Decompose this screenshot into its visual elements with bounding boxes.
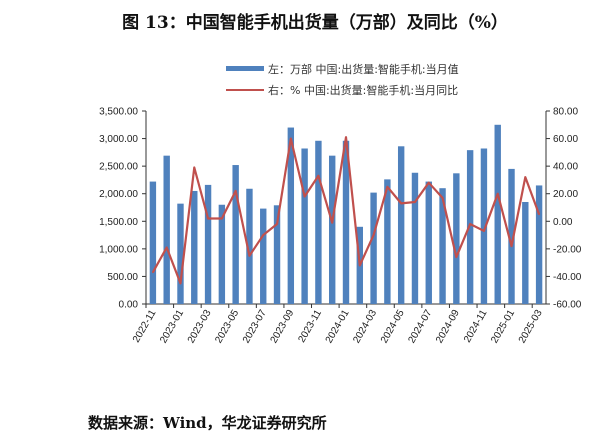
bar-2023-11 bbox=[315, 140, 322, 304]
yoy-point-2024-04 bbox=[386, 186, 389, 188]
x-tick-label: 2023-11 bbox=[297, 308, 325, 345]
yoy-point-2024-08 bbox=[441, 197, 444, 199]
x-tick-label: 2024-01 bbox=[324, 308, 352, 346]
left-tick-label: 500.00 bbox=[107, 272, 138, 283]
yoy-point-2024-11 bbox=[483, 230, 485, 232]
yoy-point-2022-12 bbox=[165, 246, 168, 249]
bar-2022-12 bbox=[163, 155, 170, 304]
bar-2024-03 bbox=[370, 192, 377, 304]
right-tick-label: -60.00 bbox=[553, 300, 582, 311]
bar-2024-06 bbox=[411, 172, 419, 304]
bar-2025-02 bbox=[522, 201, 529, 304]
yoy-point-2022-11 bbox=[152, 271, 154, 274]
bar-2023-01 bbox=[177, 203, 184, 304]
x-tick-label: 2024-07 bbox=[406, 308, 434, 346]
bar-2023-07 bbox=[260, 208, 267, 304]
bar-2024-12 bbox=[494, 124, 501, 305]
x-tick-label: 2022-11 bbox=[131, 308, 159, 345]
source-note: 数据来源：Wind，华龙证券研究所 bbox=[88, 414, 327, 432]
bar-2025-03 bbox=[535, 185, 543, 304]
x-tick-label: 2025-01 bbox=[489, 308, 517, 346]
bar-2025-01 bbox=[508, 168, 515, 304]
left-tick-label: 0.00 bbox=[119, 300, 139, 311]
bar-2024-04 bbox=[384, 179, 391, 304]
yoy-point-2024-09 bbox=[455, 256, 458, 258]
left-tick-label: 2,500.00 bbox=[99, 162, 138, 173]
x-tick-label: 2023-05 bbox=[213, 308, 241, 346]
x-tick-label: 2023-07 bbox=[241, 308, 269, 346]
yoy-point-2023-11 bbox=[317, 174, 320, 177]
yoy-point-2024-01 bbox=[345, 136, 347, 138]
x-tick-label: 2023-03 bbox=[186, 308, 214, 346]
right-tick-label: 60.00 bbox=[553, 134, 578, 145]
bar-2022-11 bbox=[149, 181, 157, 304]
yoy-point-2025-02 bbox=[524, 176, 527, 178]
chart-title: 图 13：中国智能手机出货量（万部）及同比（%） bbox=[122, 13, 508, 33]
yoy-point-2023-01 bbox=[179, 282, 182, 285]
yoy-point-2023-02 bbox=[193, 166, 196, 169]
yoy-point-2024-05 bbox=[400, 202, 402, 205]
yoy-point-2024-03 bbox=[372, 234, 375, 236]
right-tick-label: -40.00 bbox=[553, 272, 582, 283]
yoy-point-2023-03 bbox=[207, 217, 209, 220]
yoy-point-2023-06 bbox=[248, 254, 251, 257]
yoy-point-2023-09 bbox=[290, 137, 292, 140]
x-tick-label: 2023-01 bbox=[158, 308, 186, 346]
yoy-point-2025-01 bbox=[510, 245, 513, 247]
right-tick-label: 80.00 bbox=[553, 107, 578, 118]
yoy-point-2023-12 bbox=[331, 221, 334, 224]
bar-2023-04 bbox=[218, 204, 226, 304]
legend-bar-swatch bbox=[226, 66, 264, 71]
bar-2024-10 bbox=[466, 150, 474, 304]
left-tick-label: 3,500.00 bbox=[99, 107, 138, 118]
right-tick-label: -20.00 bbox=[553, 244, 582, 255]
x-tick-label: 2023-09 bbox=[269, 308, 297, 346]
right-tick-label: 0.00 bbox=[553, 217, 573, 228]
yoy-point-2024-06 bbox=[414, 201, 416, 203]
x-tick-label: 2024-03 bbox=[351, 308, 379, 346]
yoy-point-2023-07 bbox=[262, 234, 265, 236]
x-tick-label: 2024-09 bbox=[434, 308, 462, 346]
bar-2023-05 bbox=[232, 165, 239, 304]
left-tick-label: 2,000.00 bbox=[99, 189, 138, 200]
yoy-point-2023-10 bbox=[303, 195, 306, 198]
bar-2024-09 bbox=[453, 173, 460, 304]
bar-2024-05 bbox=[397, 146, 405, 304]
yoy-point-2023-08 bbox=[276, 223, 278, 225]
bar-2023-09 bbox=[287, 127, 295, 305]
right-tick-label: 20.00 bbox=[553, 189, 578, 200]
bar-2024-07 bbox=[425, 181, 432, 304]
yoy-point-2024-07 bbox=[427, 181, 430, 184]
bar-2023-03 bbox=[204, 184, 212, 304]
left-tick-label: 1,500.00 bbox=[99, 217, 138, 228]
bar-2023-02 bbox=[191, 190, 198, 304]
bar-2024-11 bbox=[480, 148, 488, 304]
bar-2023-10 bbox=[301, 148, 308, 304]
x-tick-label: 2025-03 bbox=[517, 308, 545, 346]
x-tick-label: 2024-05 bbox=[379, 308, 407, 346]
yoy-point-2023-05 bbox=[234, 190, 237, 192]
yoy-point-2024-10 bbox=[469, 223, 471, 225]
left-tick-label: 1,000.00 bbox=[99, 244, 138, 255]
yoy-point-2023-04 bbox=[221, 217, 223, 220]
left-tick-label: 3,000.00 bbox=[99, 134, 138, 145]
yoy-point-2025-03 bbox=[538, 213, 540, 216]
yoy-point-2024-12 bbox=[496, 192, 499, 195]
bar-2023-08 bbox=[273, 205, 281, 304]
bar-2024-01 bbox=[342, 140, 350, 304]
bar-2023-06 bbox=[246, 188, 253, 304]
bar-2024-08 bbox=[439, 188, 446, 304]
legend-line-label: 右：% 中国:出货量:智能手机:当月同比 bbox=[268, 83, 458, 97]
bar-2023-12 bbox=[329, 155, 336, 304]
x-tick-label: 2024-11 bbox=[462, 308, 490, 345]
legend-bar-label: 左：万部 中国:出货量:智能手机:当月值 bbox=[268, 62, 459, 76]
yoy-point-2024-02 bbox=[358, 264, 361, 267]
right-tick-label: 40.00 bbox=[553, 162, 578, 173]
